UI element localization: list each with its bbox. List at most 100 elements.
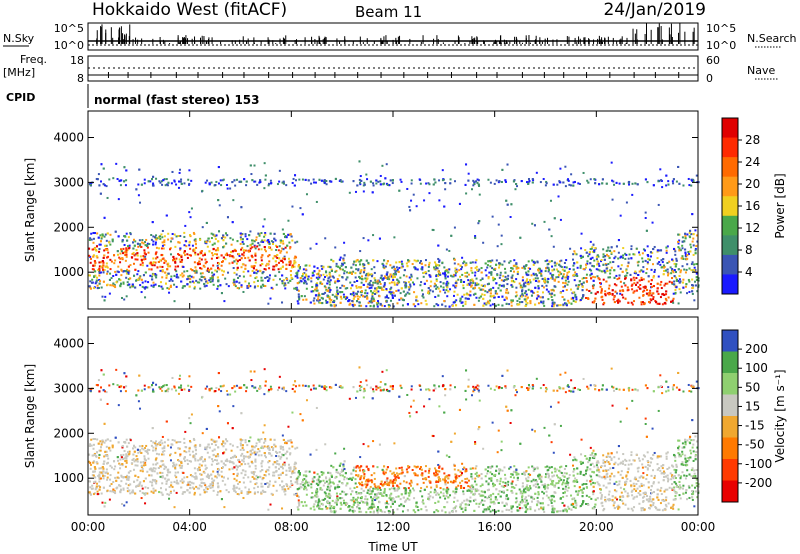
power-data-cell	[199, 287, 202, 290]
power-data-cell	[202, 254, 205, 257]
power-data-cell	[227, 285, 230, 288]
velocity-data-cell	[288, 447, 291, 450]
power-data-cell	[374, 292, 377, 295]
power-data-cell	[444, 291, 447, 294]
power-data-cell	[249, 274, 252, 277]
power-data-cell	[376, 305, 379, 308]
power-data-cell	[657, 275, 660, 278]
power-data-cell	[372, 297, 375, 300]
power-data-cell	[341, 284, 344, 287]
power-data-cell	[263, 267, 266, 270]
velocity-data-cell	[427, 388, 430, 391]
power-data-cell	[244, 249, 247, 252]
power-data-cell	[114, 286, 117, 289]
power-data-cell	[521, 289, 524, 292]
power-data-cell	[572, 268, 575, 271]
power-data-cell	[119, 184, 122, 187]
power-data-cell	[511, 299, 514, 302]
power-data-cell	[161, 236, 164, 239]
power-data-cell	[331, 293, 334, 296]
power-data-cell	[316, 282, 319, 285]
power-data-cell	[605, 267, 608, 270]
power-data-cell	[240, 285, 243, 288]
power-data-cell	[429, 285, 432, 288]
power-data-cell	[656, 257, 659, 260]
power-data-cell	[333, 295, 336, 298]
power-data-cell	[475, 282, 478, 285]
power-data-cell	[548, 292, 551, 295]
power-data-cell	[249, 247, 252, 250]
power-data-cell	[341, 276, 344, 279]
power-data-cell	[610, 251, 613, 254]
power-data-cell	[650, 294, 653, 297]
power-data-cell	[358, 301, 361, 304]
power-data-cell	[116, 250, 119, 253]
power-data-cell	[650, 279, 653, 282]
power-data-cell	[151, 275, 154, 278]
power-data-cell	[580, 257, 583, 260]
velocity-data-cell	[431, 496, 434, 499]
power-data-cell	[188, 182, 191, 185]
velocity-data-cell	[170, 388, 173, 391]
power-data-cell	[679, 271, 682, 274]
power-data-cell	[174, 259, 177, 262]
power-data-cell	[500, 181, 503, 184]
power-data-cell	[439, 281, 442, 284]
power-data-cell	[504, 267, 507, 270]
power-data-cell	[162, 247, 165, 250]
power-data-cell	[480, 284, 483, 287]
power-data-cell	[218, 204, 221, 207]
power-data-cell	[538, 267, 541, 270]
power-data-cell	[613, 183, 616, 186]
power-data-cell	[167, 262, 170, 265]
power-data-cell	[156, 256, 159, 259]
velocity-data-cell	[239, 442, 242, 445]
power-data-cell	[297, 265, 300, 268]
power-data-cell	[209, 278, 212, 281]
velocity-data-cell	[453, 468, 456, 471]
power-data-cell	[534, 286, 537, 289]
power-data-cell	[665, 293, 668, 296]
power-data-cell	[398, 266, 401, 269]
power-data-cell	[559, 167, 562, 170]
power-data-cell	[180, 260, 183, 263]
power-data-cell	[238, 180, 241, 183]
power-data-cell	[241, 263, 244, 266]
power-data-cell	[149, 274, 152, 277]
power-data-cell	[253, 264, 256, 267]
power-data-cell	[692, 237, 695, 240]
power-data-cell	[484, 269, 487, 272]
power-data-cell	[278, 180, 281, 183]
power-data-cell	[533, 262, 536, 265]
power-data-cell	[281, 240, 284, 243]
power-data-cell	[388, 278, 391, 281]
power-data-cell	[159, 269, 162, 272]
power-data-cell	[465, 263, 468, 266]
power-data-cell	[352, 297, 355, 300]
power-data-cell	[354, 190, 357, 193]
power-data-cell	[303, 272, 306, 275]
power-data-cell	[615, 274, 618, 277]
power-data-cell	[441, 303, 444, 306]
velocity-data-cell	[201, 432, 204, 435]
velocity-data-cell	[357, 475, 360, 478]
power-data-cell	[245, 184, 248, 187]
power-data-cell	[542, 178, 545, 181]
power-data-cell	[272, 265, 275, 268]
power-data-cell	[230, 251, 233, 254]
power-data-cell	[664, 269, 667, 272]
power-data-cell	[367, 274, 370, 277]
power-data-cell	[672, 292, 675, 295]
power-data-cell	[524, 300, 527, 303]
power-data-cell	[379, 286, 382, 289]
power-data-cell	[161, 270, 164, 273]
power-data-cell	[620, 255, 623, 258]
power-data-cell	[591, 250, 594, 253]
power-data-cell	[599, 285, 602, 288]
velocity-data-cell	[481, 490, 484, 493]
power-data-cell	[624, 277, 627, 280]
power-data-cell	[433, 266, 436, 269]
power-data-cell	[97, 173, 100, 176]
power-data-cell	[159, 281, 162, 284]
power-data-cell	[106, 270, 109, 273]
